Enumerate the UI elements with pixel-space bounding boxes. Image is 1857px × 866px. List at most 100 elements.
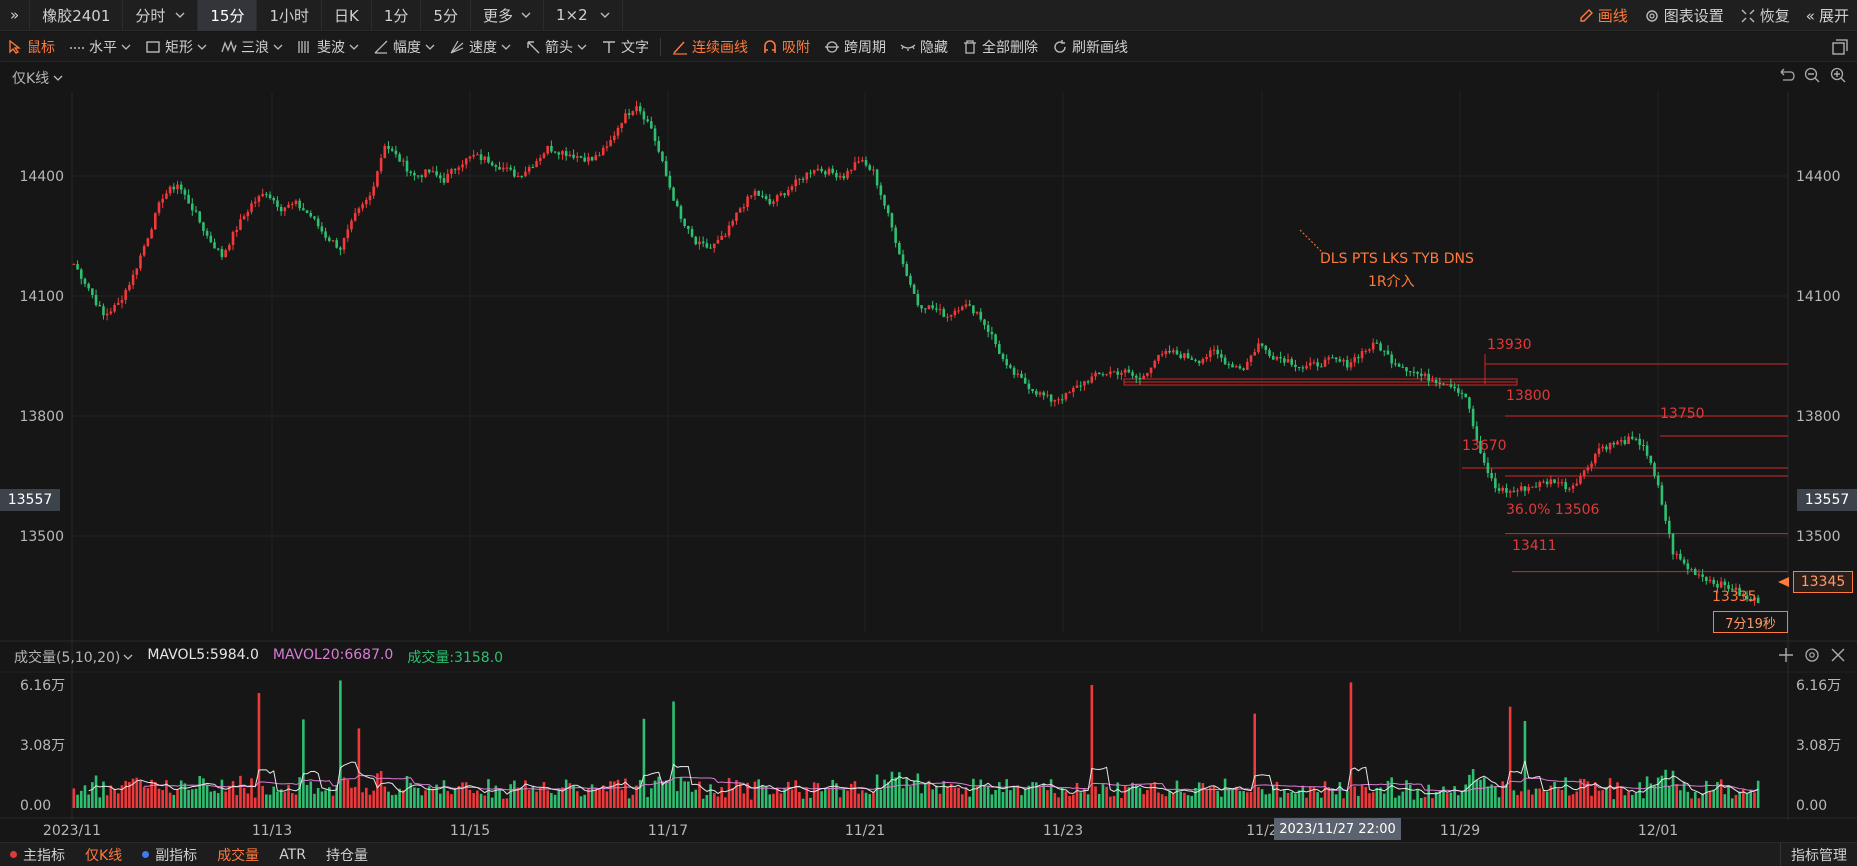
candle-body (657, 140, 661, 152)
candle-body (276, 200, 279, 207)
candle-body (594, 155, 598, 161)
candle-body (1753, 597, 1756, 601)
tool-text[interactable]: 文字 (594, 32, 656, 62)
cross-period-toggle[interactable]: 跨周期 (817, 32, 893, 62)
candle-body (1164, 350, 1168, 355)
candle-body (1390, 354, 1393, 364)
indicator-manage-button[interactable]: 指标管理 (1780, 842, 1857, 866)
tool-mouse[interactable]: 鼠标 (0, 32, 62, 62)
tool-three-waves[interactable]: 三浪 (214, 32, 290, 62)
continuous-draw-toggle[interactable]: 连续画线 (665, 32, 755, 62)
main-indicator-tab[interactable]: 主指标 (0, 845, 75, 865)
candle-body (1349, 362, 1353, 368)
level-label-fib-36[interactable]: 36.0% 13506 (1506, 502, 1600, 518)
tool-speed[interactable]: 速度 (442, 32, 518, 62)
collapse-sidebar-button[interactable]: » (0, 0, 31, 31)
volume-bar (1257, 787, 1260, 808)
pencil-line-icon (673, 40, 687, 55)
candle-body (564, 151, 568, 156)
period-15min[interactable]: 15分 (198, 0, 258, 31)
tab-label: 副指标 (155, 847, 198, 864)
volume-bar (153, 781, 157, 808)
volume-bar (1705, 780, 1708, 808)
volume-bar (1542, 790, 1545, 808)
candle-body (283, 207, 287, 212)
volume-bar (1449, 792, 1453, 808)
tool-fibonacci[interactable]: 斐波 (290, 32, 366, 62)
gear-icon[interactable] (1803, 646, 1821, 664)
period-fenshi[interactable]: 分时 (123, 0, 199, 31)
volume-bar (1545, 791, 1549, 808)
annotation-text-line2[interactable]: 1R介入 (1368, 274, 1415, 290)
plus-icon[interactable] (1777, 646, 1795, 664)
volume-bar (494, 785, 498, 808)
zoom-in-icon[interactable] (1829, 66, 1847, 84)
delete-all-button[interactable]: 全部删除 (955, 32, 1045, 62)
volume-bar (809, 797, 812, 808)
candle-body (390, 148, 394, 151)
draw-line-button[interactable]: 画线 (1570, 0, 1636, 31)
zoom-out-icon[interactable] (1803, 66, 1821, 84)
candle-body (1146, 372, 1149, 376)
period-more[interactable]: 更多 (471, 0, 544, 31)
tool-rectangle[interactable]: 矩形 (138, 32, 214, 62)
volume-bar (727, 777, 731, 808)
sub-indicator-tab[interactable]: 副指标 (132, 845, 207, 865)
x-tick-label: 2023/11 (43, 823, 101, 839)
atr-tab[interactable]: ATR (269, 847, 316, 863)
expand-button[interactable]: «展开 (1798, 0, 1857, 31)
candle-body (805, 172, 809, 180)
volume-bar (98, 797, 102, 808)
candle-body (1479, 440, 1482, 454)
restore-button[interactable]: 恢复 (1732, 0, 1798, 31)
level-label-13411[interactable]: 13411 (1512, 538, 1557, 554)
tool-arrow[interactable]: 箭头 (518, 32, 594, 62)
symbol-name[interactable]: 橡胶2401 (30, 0, 124, 31)
popout-button[interactable] (1831, 38, 1849, 60)
candle-body (1205, 357, 1208, 360)
y-tick-label-left: 14100 (19, 289, 64, 305)
undo-icon[interactable] (1777, 66, 1795, 84)
volume-bar (861, 790, 864, 808)
volume-indicator-select[interactable]: 成交量(5,10,20) (14, 647, 133, 667)
tool-horizontal[interactable]: 水平 (62, 32, 138, 62)
chart-settings-button[interactable]: 图表设置 (1636, 0, 1732, 31)
volume-bar (357, 728, 361, 808)
kline-only-tab[interactable]: 仅K线 (75, 845, 132, 865)
close-icon[interactable] (1829, 646, 1847, 664)
hide-drawings-toggle[interactable]: 隐藏 (893, 32, 955, 62)
annotation-text-line1[interactable]: DLS PTS LKS TYB DNS (1320, 251, 1474, 267)
volume-bar (1060, 787, 1064, 808)
period-1hour[interactable]: 1小时 (257, 0, 323, 31)
level-label-13670[interactable]: 13670 (1462, 438, 1507, 454)
period-1min[interactable]: 1分 (372, 0, 422, 31)
volume-tab[interactable]: 成交量 (207, 845, 269, 865)
volume-bar (886, 782, 890, 808)
level-label-13800[interactable]: 13800 (1506, 388, 1551, 404)
volume-bar (1179, 791, 1182, 808)
kline-mode-select[interactable]: 仅K线 (12, 68, 63, 88)
level-label-13930[interactable]: 13930 (1487, 337, 1532, 353)
period-5min[interactable]: 5分 (421, 0, 471, 31)
candle-body (935, 308, 938, 310)
volume-bar (187, 789, 190, 808)
magnet-toggle[interactable]: 吸附 (755, 32, 817, 62)
level-label-13750[interactable]: 13750 (1660, 406, 1705, 422)
refresh-drawings-button[interactable]: 刷新画线 (1045, 32, 1135, 62)
open-interest-tab[interactable]: 持仓量 (316, 845, 378, 865)
candle-body (413, 173, 416, 176)
kline-mode-label: 仅K线 (12, 71, 50, 87)
candle-body (1586, 467, 1590, 471)
period-daily[interactable]: 日K (322, 0, 372, 31)
candle-body (757, 190, 760, 196)
layout-select[interactable]: 1×2 (544, 0, 623, 31)
candle-body (1331, 357, 1334, 359)
volume-bar (1057, 797, 1060, 808)
volume-bar (1638, 782, 1641, 808)
candlestick-chart[interactable]: 14400 14400 14100 14100 13800 13800 13500 13500… (0, 62, 1857, 842)
volume-bar (616, 779, 620, 808)
tool-amplitude[interactable]: 幅度 (366, 32, 442, 62)
candle-body (1556, 482, 1560, 484)
volume-bar (364, 787, 368, 808)
volume-bar (1693, 791, 1697, 808)
